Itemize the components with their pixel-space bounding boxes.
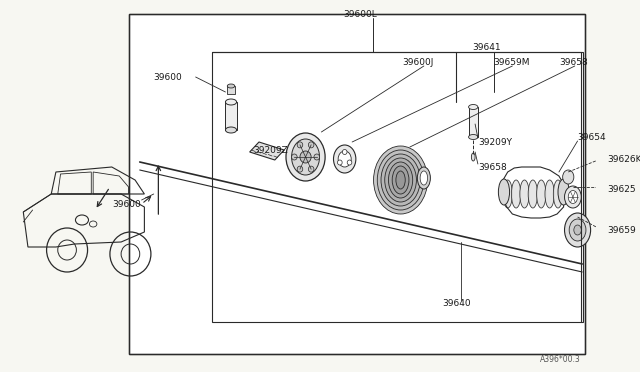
Ellipse shape bbox=[420, 171, 428, 185]
Ellipse shape bbox=[511, 180, 521, 208]
Text: 39658: 39658 bbox=[478, 163, 507, 171]
Text: 39600: 39600 bbox=[112, 199, 141, 208]
Ellipse shape bbox=[545, 180, 554, 208]
Text: A396*00.3: A396*00.3 bbox=[540, 356, 581, 365]
Ellipse shape bbox=[385, 158, 417, 202]
Ellipse shape bbox=[388, 162, 413, 198]
Bar bbox=[129, 14, 585, 354]
Ellipse shape bbox=[338, 151, 351, 167]
Bar bbox=[212, 52, 583, 322]
Ellipse shape bbox=[472, 153, 475, 161]
Ellipse shape bbox=[554, 180, 563, 208]
Circle shape bbox=[292, 154, 297, 160]
Ellipse shape bbox=[468, 105, 478, 109]
Text: 39659: 39659 bbox=[607, 225, 636, 234]
Text: 39654: 39654 bbox=[577, 132, 606, 141]
Ellipse shape bbox=[564, 213, 591, 247]
Ellipse shape bbox=[563, 170, 574, 184]
Ellipse shape bbox=[417, 167, 430, 189]
Text: 39658: 39658 bbox=[559, 58, 588, 67]
Ellipse shape bbox=[225, 127, 237, 133]
Circle shape bbox=[314, 154, 319, 160]
Text: 39600: 39600 bbox=[154, 73, 182, 81]
Ellipse shape bbox=[227, 84, 235, 88]
Circle shape bbox=[342, 150, 347, 154]
Ellipse shape bbox=[381, 154, 420, 206]
Ellipse shape bbox=[499, 179, 509, 205]
Circle shape bbox=[308, 142, 314, 148]
Ellipse shape bbox=[333, 145, 356, 173]
Text: 39600L: 39600L bbox=[343, 10, 376, 19]
Circle shape bbox=[308, 166, 314, 172]
Text: 39659M: 39659M bbox=[493, 58, 530, 67]
Ellipse shape bbox=[568, 190, 577, 203]
Circle shape bbox=[337, 160, 342, 165]
Text: 39626K: 39626K bbox=[607, 154, 640, 164]
Text: 39641: 39641 bbox=[472, 42, 501, 51]
Ellipse shape bbox=[503, 180, 513, 208]
Ellipse shape bbox=[378, 150, 424, 210]
Ellipse shape bbox=[292, 139, 319, 175]
Text: 39625: 39625 bbox=[607, 185, 636, 193]
Bar bbox=[468, 107, 478, 137]
Circle shape bbox=[297, 166, 303, 172]
Bar bbox=[225, 102, 237, 130]
Ellipse shape bbox=[564, 186, 581, 208]
Text: 39600J: 39600J bbox=[403, 58, 434, 67]
Ellipse shape bbox=[528, 180, 538, 208]
Circle shape bbox=[297, 142, 303, 148]
Polygon shape bbox=[250, 142, 284, 160]
Ellipse shape bbox=[286, 133, 325, 181]
Ellipse shape bbox=[225, 99, 237, 105]
Text: 39209Y: 39209Y bbox=[478, 138, 512, 147]
Ellipse shape bbox=[374, 146, 428, 214]
Circle shape bbox=[300, 151, 311, 163]
Text: 39640: 39640 bbox=[442, 299, 471, 308]
Ellipse shape bbox=[574, 225, 581, 235]
Ellipse shape bbox=[396, 171, 405, 189]
Ellipse shape bbox=[392, 166, 409, 194]
Bar bbox=[129, 14, 585, 354]
Bar bbox=[227, 86, 235, 94]
Ellipse shape bbox=[558, 179, 569, 205]
Ellipse shape bbox=[536, 180, 546, 208]
Circle shape bbox=[347, 160, 352, 165]
Ellipse shape bbox=[468, 135, 478, 140]
Ellipse shape bbox=[520, 180, 529, 208]
Ellipse shape bbox=[569, 219, 586, 241]
Text: 39209Z: 39209Z bbox=[253, 145, 288, 154]
